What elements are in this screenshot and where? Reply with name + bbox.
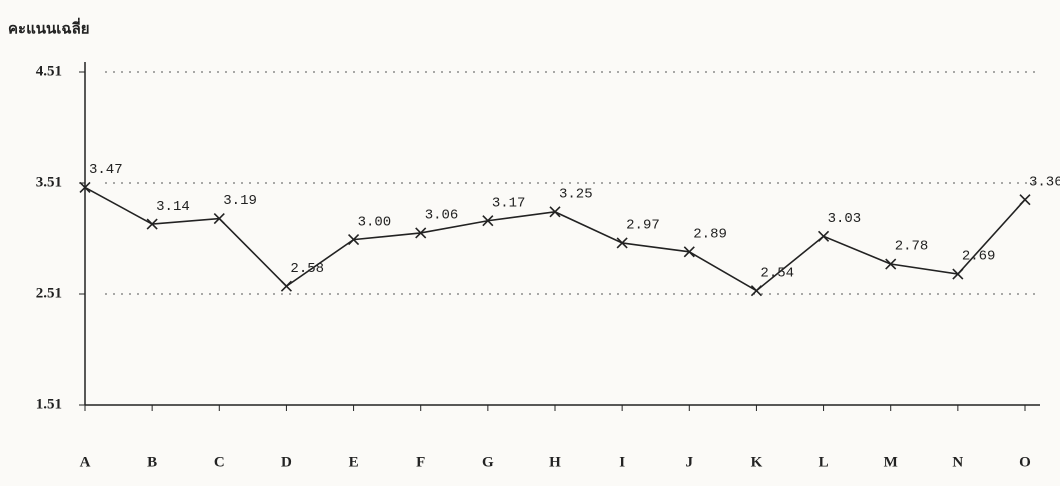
data-label: 3.25	[559, 187, 593, 203]
marker	[415, 227, 427, 239]
x-tick-label: F	[416, 454, 425, 470]
data-label: 3.47	[89, 162, 123, 178]
y-tick-label: 4.51	[36, 63, 62, 79]
marker	[549, 206, 561, 218]
data-label: 3.19	[223, 193, 257, 209]
data-label: 3.06	[425, 208, 459, 224]
marker	[146, 218, 158, 230]
marker	[818, 230, 830, 242]
marker	[885, 258, 897, 270]
x-tick-label: H	[549, 454, 561, 470]
x-tick-label: B	[147, 454, 157, 470]
marker	[952, 268, 964, 280]
marker	[482, 215, 494, 227]
x-tick-label: J	[686, 454, 694, 470]
x-tick-label: A	[80, 454, 91, 470]
y-tick-label: 2.51	[36, 285, 62, 301]
x-tick-label: G	[482, 454, 494, 470]
data-label: 3.03	[828, 211, 862, 227]
marker	[280, 280, 292, 292]
marker	[1019, 194, 1031, 206]
data-label: 2.89	[693, 227, 727, 243]
y-axis-label: คะแนนเฉลี่ย	[8, 17, 90, 37]
x-tick-label: C	[214, 454, 225, 470]
x-tick-label: N	[952, 454, 963, 470]
y-tick-label: 1.51	[36, 396, 62, 412]
marker	[750, 285, 762, 297]
x-tick-label: L	[819, 454, 829, 470]
data-label: 2.54	[760, 265, 794, 281]
x-tick-label: E	[349, 454, 359, 470]
data-label: 2.58	[290, 261, 324, 277]
x-tick-label: O	[1019, 454, 1031, 470]
data-label: 3.00	[358, 214, 392, 230]
marker	[683, 246, 695, 258]
marker	[79, 181, 91, 194]
data-label: 2.97	[626, 218, 660, 234]
x-tick-label: I	[619, 454, 625, 470]
data-label: 2.69	[962, 249, 996, 265]
y-tick-label: 3.51	[36, 174, 62, 190]
data-label: 2.78	[895, 239, 929, 255]
x-tick-label: D	[281, 454, 292, 470]
data-label: 3.17	[492, 195, 526, 211]
data-label: 3.14	[156, 199, 190, 215]
marker	[616, 237, 628, 249]
marker	[348, 234, 360, 246]
marker	[213, 212, 225, 225]
x-tick-label: K	[751, 454, 763, 470]
data-label: 3.36	[1029, 174, 1060, 190]
x-tick-label: M	[884, 454, 898, 470]
